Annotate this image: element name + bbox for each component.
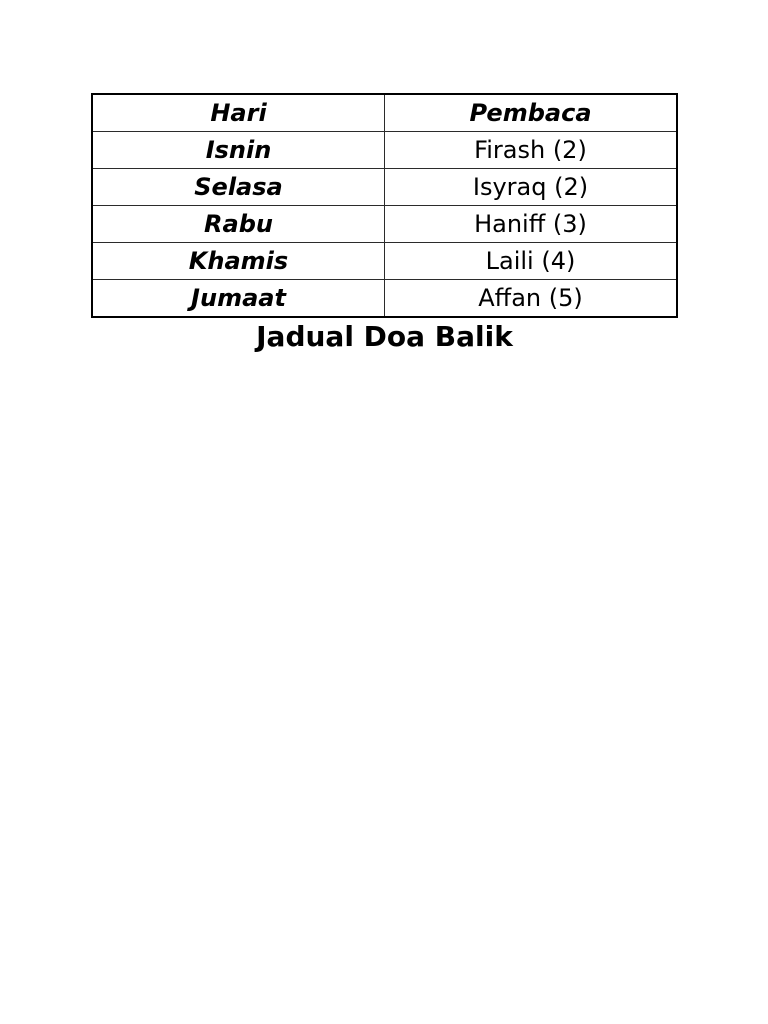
table-row: Isnin Firash (2) — [91, 131, 678, 169]
table-row: Selasa Isyraq (2) — [91, 168, 678, 206]
table-row: Khamis Laili (4) — [91, 242, 678, 280]
table-header-pembaca: Pembaca — [384, 93, 678, 132]
reader-cell: Isyraq (2) — [384, 168, 678, 206]
reader-cell: Haniff (3) — [384, 205, 678, 243]
day-cell: Rabu — [91, 205, 385, 243]
table-header-hari: Hari — [91, 93, 385, 132]
table-header-row: Hari Pembaca — [91, 93, 678, 132]
table-caption: Jadual Doa Balik — [256, 320, 513, 353]
day-cell: Isnin — [91, 131, 385, 169]
schedule-block: Hari Pembaca Isnin Firash (2) Selasa Isy… — [91, 93, 678, 353]
day-cell: Khamis — [91, 242, 385, 280]
schedule-table: Hari Pembaca Isnin Firash (2) Selasa Isy… — [91, 93, 678, 318]
table-row: Rabu Haniff (3) — [91, 205, 678, 243]
reader-cell: Firash (2) — [384, 131, 678, 169]
reader-cell: Affan (5) — [384, 279, 678, 318]
day-cell: Jumaat — [91, 279, 385, 318]
table-row: Jumaat Affan (5) — [91, 279, 678, 318]
day-cell: Selasa — [91, 168, 385, 206]
reader-cell: Laili (4) — [384, 242, 678, 280]
